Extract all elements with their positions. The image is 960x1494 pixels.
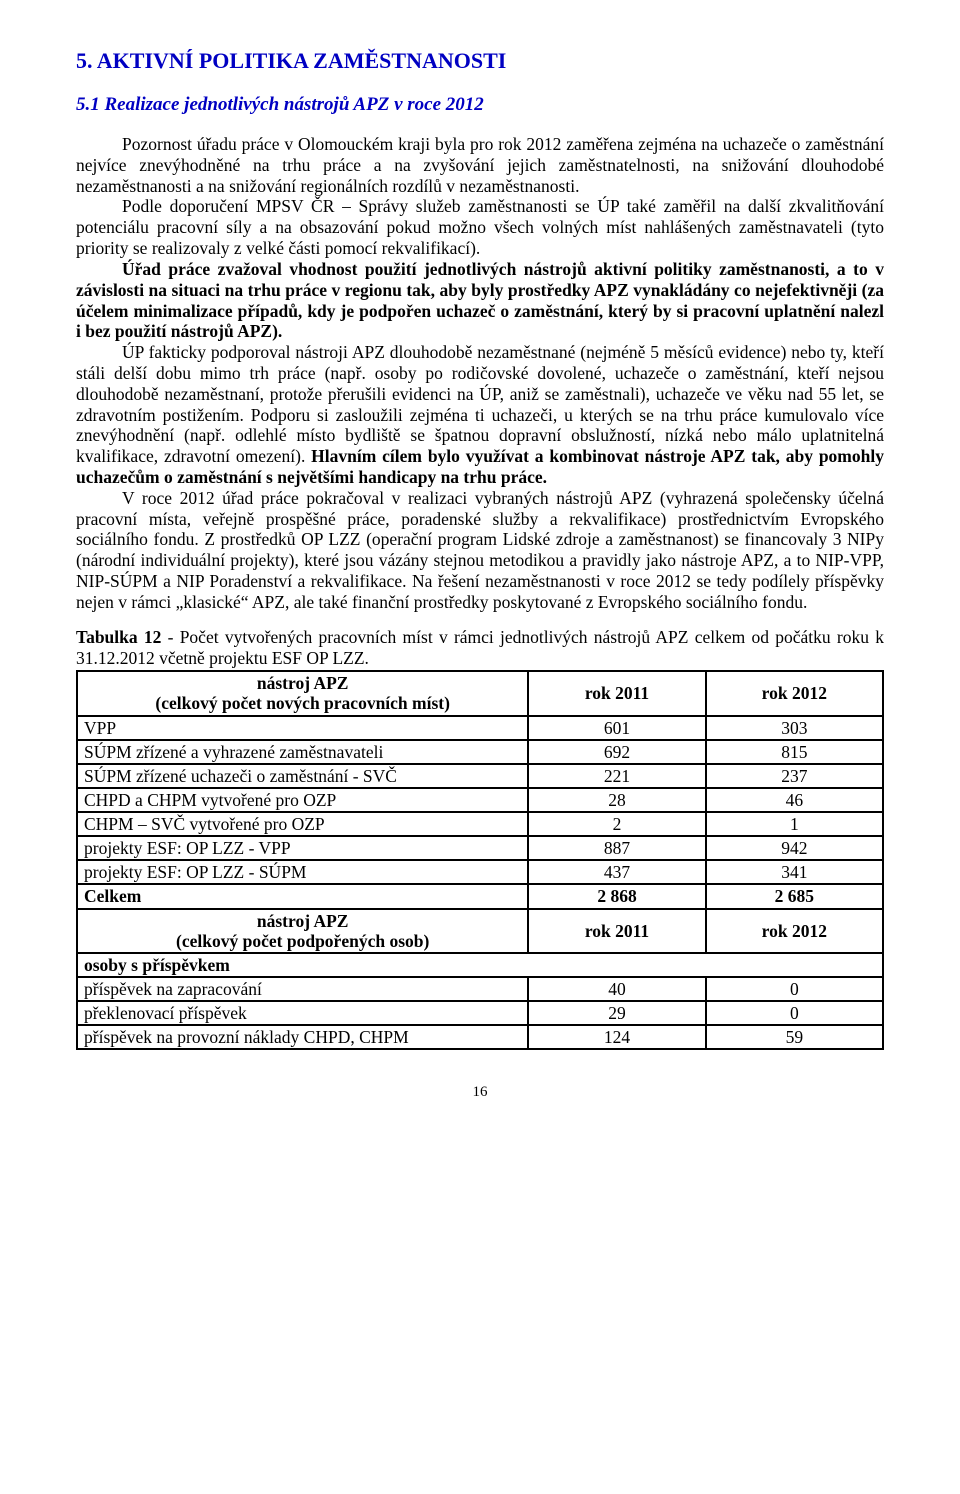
page-number: 16 [76, 1084, 884, 1101]
header2-col1: nástroj APZ (celkový počet podpořených o… [77, 909, 528, 953]
cell-2011: 29 [528, 1001, 705, 1025]
cell-label: projekty ESF: OP LZZ - VPP [77, 836, 528, 860]
cell-2012: 942 [706, 836, 883, 860]
cell-label: CHPM – SVČ vytvořené pro OZP [77, 812, 528, 836]
cell-2012: 303 [706, 716, 883, 740]
cell-subheader: osoby s příspěvkem [77, 953, 883, 977]
cell-2012: 0 [706, 977, 883, 1001]
table-row: projekty ESF: OP LZZ - VPP 887 942 [77, 836, 883, 860]
cell-2011: 692 [528, 740, 705, 764]
cell-label: SÚPM zřízené a vyhrazené zaměstnavateli [77, 740, 528, 764]
cell-label: SÚPM zřízené uchazeči o zaměstnání - SVČ [77, 764, 528, 788]
header-col1-line2: (celkový počet nových pracovních míst) [84, 693, 521, 713]
table-row: CHPD a CHPM vytvořené pro OZP 28 46 [77, 788, 883, 812]
heading-level-1: 5. AKTIVNÍ POLITIKA ZAMĚSTNANOSTI [76, 48, 884, 74]
table-row: projekty ESF: OP LZZ - SÚPM 437 341 [77, 860, 883, 884]
cell-label: příspěvek na zapracování [77, 977, 528, 1001]
header-col1: nástroj APZ (celkový počet nových pracov… [77, 671, 528, 715]
page: 5. AKTIVNÍ POLITIKA ZAMĚSTNANOSTI 5.1 Re… [0, 0, 960, 1141]
cell-label: VPP [77, 716, 528, 740]
cell-label: příspěvek na provozní náklady CHPD, CHPM [77, 1025, 528, 1049]
table-header-1: nástroj APZ (celkový počet nových pracov… [77, 671, 883, 715]
table-row: SÚPM zřízené a vyhrazené zaměstnavateli … [77, 740, 883, 764]
cell-2011: 2 [528, 812, 705, 836]
paragraph-4: ÚP fakticky podporoval nástroji APZ dlou… [76, 342, 884, 488]
table-row: překlenovací příspěvek 29 0 [77, 1001, 883, 1025]
header2-col1-line1: nástroj APZ [84, 911, 521, 931]
header-col1-line1: nástroj APZ [84, 673, 521, 693]
table-row: příspěvek na provozní náklady CHPD, CHPM… [77, 1025, 883, 1049]
table-row: příspěvek na zapracování 40 0 [77, 977, 883, 1001]
paragraph-1: Pozornost úřadu práce v Olomouckém kraji… [76, 134, 884, 196]
paragraph-5: V roce 2012 úřad práce pokračoval v real… [76, 488, 884, 613]
paragraph-3: Úřad práce zvažoval vhodnost použití jed… [76, 259, 884, 342]
header2-col1-line2: (celkový počet podpořených osob) [84, 931, 521, 951]
header2-col2: rok 2011 [528, 909, 705, 953]
cell-2011: 28 [528, 788, 705, 812]
table-total-row: Celkem 2 868 2 685 [77, 884, 883, 908]
cell-2012: 59 [706, 1025, 883, 1049]
cell-2012: 341 [706, 860, 883, 884]
cell-2012: 2 685 [706, 884, 883, 908]
cell-2012: 237 [706, 764, 883, 788]
table-caption-rest: - Počet vytvořených pracovních míst v rá… [76, 627, 884, 668]
cell-2011: 437 [528, 860, 705, 884]
table-caption-prefix: Tabulka 12 [76, 627, 161, 647]
header-col2: rok 2011 [528, 671, 705, 715]
cell-2012: 815 [706, 740, 883, 764]
cell-2011: 124 [528, 1025, 705, 1049]
table-header-2: nástroj APZ (celkový počet podpořených o… [77, 909, 883, 953]
cell-2011: 2 868 [528, 884, 705, 908]
heading-level-2: 5.1 Realizace jednotlivých nástrojů APZ … [76, 94, 884, 116]
table-subheader-row: osoby s příspěvkem [77, 953, 883, 977]
cell-label: Celkem [77, 884, 528, 908]
cell-label: CHPD a CHPM vytvořené pro OZP [77, 788, 528, 812]
table-row: SÚPM zřízené uchazeči o zaměstnání - SVČ… [77, 764, 883, 788]
apz-table: nástroj APZ (celkový počet nových pracov… [76, 670, 884, 1050]
table-row: CHPM – SVČ vytvořené pro OZP 2 1 [77, 812, 883, 836]
cell-2011: 40 [528, 977, 705, 1001]
cell-2011: 221 [528, 764, 705, 788]
cell-2012: 1 [706, 812, 883, 836]
table-row: VPP 601 303 [77, 716, 883, 740]
cell-label: projekty ESF: OP LZZ - SÚPM [77, 860, 528, 884]
cell-label: překlenovací příspěvek [77, 1001, 528, 1025]
cell-2012: 0 [706, 1001, 883, 1025]
cell-2012: 46 [706, 788, 883, 812]
paragraph-2: Podle doporučení MPSV ČR – Správy služeb… [76, 196, 884, 258]
cell-2011: 887 [528, 836, 705, 860]
cell-2011: 601 [528, 716, 705, 740]
header2-col3: rok 2012 [706, 909, 883, 953]
header-col3: rok 2012 [706, 671, 883, 715]
table-caption: Tabulka 12 - Počet vytvořených pracovníc… [76, 627, 884, 669]
